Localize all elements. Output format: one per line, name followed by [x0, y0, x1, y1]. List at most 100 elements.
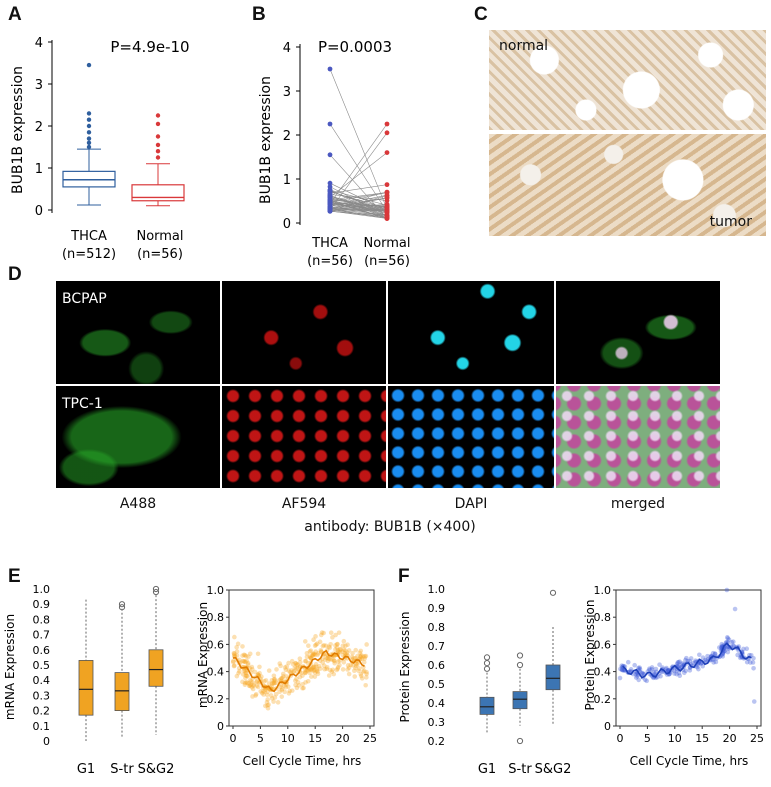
e-scatter-point [337, 649, 343, 655]
e-scatter-point [231, 663, 237, 669]
e-scatter-point [336, 630, 342, 635]
e-scatter-point [341, 659, 347, 665]
panel-b-pair-line [329, 184, 388, 194]
e-scatter-point [304, 650, 310, 656]
f-scatter-point [722, 648, 728, 654]
e-scatter-point [358, 654, 363, 660]
f-box-ytick-label: 0.6 [428, 659, 446, 672]
e-scatter-point [358, 654, 363, 659]
panel-b-point-normal [384, 150, 390, 156]
e-scatter-point [300, 681, 305, 687]
e-scatter-point [311, 637, 316, 643]
micro-tpc1-a488: TPC-1 [56, 386, 220, 488]
e-scatter-point [327, 645, 333, 651]
e-scatter-point [320, 643, 326, 649]
f-scatter-point [751, 666, 756, 671]
e-scatter-point [230, 658, 236, 664]
e-scatter-point [357, 666, 362, 671]
panel-label-b: B [252, 4, 266, 25]
e-scatter-point [253, 692, 259, 697]
e-scatter-point [279, 687, 285, 693]
e-scatter-point [349, 654, 355, 660]
f-scatter-point [683, 657, 688, 663]
f-scatter-ytick-label: 0 [604, 720, 611, 733]
f-scatter-point [672, 671, 677, 676]
e-scatter-ytick-label: 0.6 [207, 638, 225, 651]
e-scatter-point [266, 702, 271, 708]
e-box-outlier [118, 604, 126, 611]
e-scatter-point [240, 658, 246, 664]
e-scatter-point [334, 642, 340, 647]
f-box-outlier [516, 661, 524, 669]
e-scatter-point [234, 653, 240, 658]
e-scatter-point [364, 675, 369, 680]
channel-label-a488: A488 [119, 496, 157, 512]
panel-a-ytick-label: 1 [35, 162, 43, 177]
histology-normal-label: normal [499, 38, 549, 54]
micro-tpc1-merged [556, 386, 720, 488]
f-box-ytick-label: 0.5 [428, 678, 446, 691]
f-scatter-xtick-label: 20 [723, 732, 737, 745]
e-scatter-point [242, 682, 248, 688]
e-scatter-point [350, 650, 355, 656]
e-scatter-point [305, 668, 310, 673]
f-scatter-point [744, 659, 750, 665]
f-scatter-ytick-label: 0.4 [594, 666, 612, 679]
e-scatter-point [243, 670, 248, 676]
e-scatter-point [337, 662, 342, 668]
e-scatter-point [308, 667, 313, 672]
panel-e-scatter-frame [228, 589, 375, 727]
e-scatter-point [295, 662, 300, 668]
f-scatter-point [674, 671, 679, 677]
e-scatter-point [244, 658, 249, 664]
e-scatter-point [359, 676, 365, 681]
f-scatter-xtick-label: 15 [695, 732, 709, 745]
panel-f-scatter-xlabel: Cell Cycle Time, hrs [630, 754, 749, 768]
e-scatter-point [243, 673, 249, 678]
f-scatter-point [720, 654, 726, 659]
e-box [114, 672, 130, 711]
e-scatter-point [335, 659, 341, 664]
f-scatter-ytick-label: 1.0 [594, 584, 612, 597]
panel-a-pvalue: P=4.9e-10 [110, 38, 189, 56]
e-scatter-xtick-label: 25 [363, 732, 377, 745]
f-scatter-point [672, 668, 677, 674]
e-scatter-point [232, 663, 237, 668]
e-scatter-point [346, 648, 352, 653]
f-scatter-point [663, 666, 669, 672]
panel-a-ytick-label: 2 [35, 120, 43, 135]
e-scatter-point [297, 656, 303, 661]
e-scatter-point [338, 647, 343, 653]
e-box-ytick-label: 0 [43, 735, 50, 748]
f-scatter-point [618, 666, 623, 672]
f-box-outlier [483, 665, 491, 672]
f-scatter-point [649, 667, 655, 672]
e-scatter-point [252, 669, 258, 675]
e-scatter-point [294, 662, 300, 667]
e-scatter-point [340, 649, 346, 655]
e-scatter-xtick-label: 5 [257, 732, 264, 745]
f-scatter-point [649, 665, 655, 670]
e-scatter-point [318, 648, 324, 653]
e-scatter-point [244, 680, 249, 685]
e-scatter-point [271, 673, 277, 679]
e-scatter-point [264, 692, 270, 698]
panel-label-c: C [474, 4, 488, 25]
e-scatter-point [272, 678, 277, 684]
f-scatter-point [651, 669, 656, 675]
f-box-outlier [516, 737, 524, 745]
e-box-ytick-label: 0.5 [33, 659, 51, 672]
e-scatter-point [248, 682, 254, 688]
f-box-ytick-label: 0.3 [428, 716, 446, 729]
e-scatter-point [295, 666, 300, 671]
e-scatter-point [246, 681, 252, 686]
e-scatter-point [330, 667, 336, 673]
e-scatter-point [316, 663, 322, 669]
panel-a-group2-n: (n=56) [137, 247, 183, 262]
panel-b-group1-n: (n=56) [307, 254, 353, 269]
e-scatter-point [346, 665, 352, 671]
f-scatter-point [683, 668, 688, 674]
e-scatter-point [280, 671, 286, 677]
panel-b-point-thca [327, 180, 333, 186]
f-scatter-point [726, 637, 732, 642]
